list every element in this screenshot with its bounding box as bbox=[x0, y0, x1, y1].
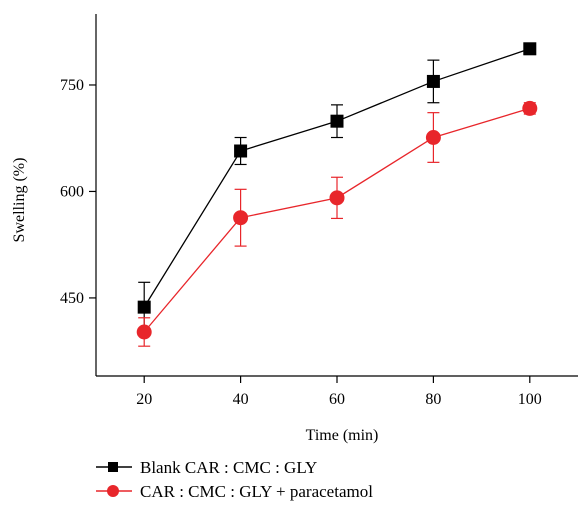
legend-marker bbox=[107, 485, 119, 497]
legend-label: CAR : CMC : GLY + paracetamol bbox=[140, 482, 373, 501]
y-ticks: 450 600 750 bbox=[60, 77, 96, 307]
x-tick-label: 100 bbox=[518, 391, 542, 408]
data-point bbox=[426, 74, 440, 88]
x-ticks: 20 40 60 80 100 bbox=[136, 376, 542, 408]
legend-label: Blank CAR : CMC : GLY bbox=[140, 458, 317, 477]
data-point bbox=[137, 300, 151, 314]
legend-item-1: Blank CAR : CMC : GLY bbox=[96, 458, 317, 477]
y-tick-label: 750 bbox=[60, 77, 84, 94]
data-point bbox=[522, 100, 538, 116]
y-axis-title: Swelling (%) bbox=[11, 158, 28, 243]
data-point bbox=[329, 190, 345, 206]
series-line bbox=[143, 107, 530, 333]
series-layer bbox=[136, 42, 538, 347]
x-tick-label: 80 bbox=[425, 391, 441, 408]
data-point bbox=[233, 210, 249, 226]
data-point bbox=[234, 144, 248, 158]
data-point bbox=[136, 324, 152, 340]
series-2 bbox=[136, 100, 538, 347]
x-tick-label: 40 bbox=[233, 391, 249, 408]
data-point bbox=[425, 130, 441, 146]
x-tick-label: 60 bbox=[329, 391, 345, 408]
x-axis-title: Time (min) bbox=[306, 427, 379, 444]
y-tick-label: 600 bbox=[60, 183, 84, 200]
x-tick-label: 20 bbox=[136, 391, 152, 408]
data-point bbox=[523, 42, 537, 56]
legend: Blank CAR : CMC : GLY CAR : CMC : GLY + p… bbox=[96, 458, 373, 501]
data-point bbox=[330, 114, 344, 128]
legend-marker bbox=[108, 462, 118, 472]
y-tick-label: 450 bbox=[60, 290, 84, 307]
legend-item-2: CAR : CMC : GLY + paracetamol bbox=[96, 482, 373, 501]
